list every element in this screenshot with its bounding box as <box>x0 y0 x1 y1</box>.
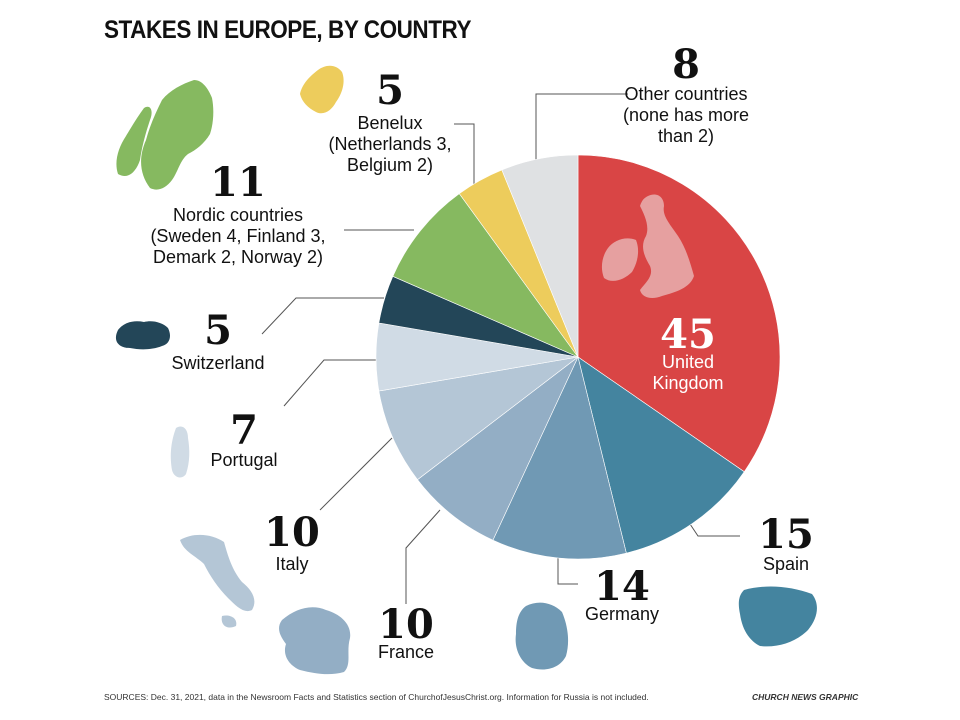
value-label-spain: 15 <box>758 511 814 558</box>
leader-line-germany <box>557 556 578 585</box>
category-label-nordic-line-3: Demark 2, Norway 2) <box>153 247 323 267</box>
value-label-france: 10 <box>378 601 434 648</box>
category-label-switzerland-line-1: Switzerland <box>171 353 264 373</box>
value-label-switzerland: 5 <box>204 307 232 354</box>
category-label-portugal-line-1: Portugal <box>210 450 277 470</box>
germany-map-icon <box>515 602 569 670</box>
pie-slice-spain <box>577 356 745 554</box>
value-label-uk: 45 <box>660 311 716 358</box>
source-note: SOURCES: Dec. 31, 2021, data in the News… <box>104 692 649 702</box>
category-label-nordic-line-2: (Sweden 4, Finland 3, <box>150 226 325 246</box>
category-label-italy-line-1: Italy <box>275 554 308 574</box>
category-label-germany-line-1: Germany <box>585 604 659 624</box>
value-label-portugal: 7 <box>230 407 258 454</box>
leader-line-france <box>405 509 441 604</box>
france-map-icon <box>279 607 351 675</box>
value-label-germany: 14 <box>594 563 650 610</box>
leader-line-switzerland <box>261 297 384 335</box>
pie-slice-italy <box>378 356 579 481</box>
leader-line-portugal <box>283 359 380 407</box>
category-label-other-line-3: than 2) <box>658 126 714 146</box>
category-label-france-line-1: France <box>378 642 434 662</box>
value-label-benelux: 5 <box>376 67 404 114</box>
pie-slice-france <box>417 356 579 541</box>
category-label-benelux-line-2: (Netherlands 3, <box>328 134 451 154</box>
category-label-other-line-2: (none has more <box>623 105 749 125</box>
category-label-uk-line-2: Kingdom <box>652 373 723 393</box>
leader-line-spain <box>689 523 740 537</box>
leader-line-other <box>535 93 628 160</box>
category-label-uk-line-1: United <box>662 352 714 372</box>
leader-line-italy <box>319 437 393 511</box>
category-label-nordic-line-1: Nordic countries <box>173 205 303 225</box>
portugal-map-icon <box>170 426 190 478</box>
pie-slice-other <box>501 154 579 358</box>
leader-line-benelux <box>454 123 475 188</box>
italy-map-icon <box>180 534 255 628</box>
chart-title: STAKES IN EUROPE, BY COUNTRY <box>104 16 472 44</box>
category-label-other-line-1: Other countries <box>624 84 747 104</box>
category-label-spain-line-1: Spain <box>763 554 809 574</box>
value-label-other: 8 <box>672 41 700 88</box>
switzerland-map-icon <box>115 321 170 350</box>
benelux-map-icon <box>300 65 344 114</box>
value-label-italy: 10 <box>264 509 320 556</box>
pie-slice-uk <box>577 154 781 473</box>
category-label-benelux-line-1: Benelux <box>357 113 422 133</box>
pie-slice-nordic <box>392 193 579 358</box>
uk-map-icon <box>601 194 694 298</box>
graphic-credit: CHURCH NEWS GRAPHIC <box>752 692 859 702</box>
pie-slice-germany <box>492 356 627 560</box>
nordic-map-icon <box>116 80 214 190</box>
category-label-benelux-line-3: Belgium 2) <box>347 155 433 175</box>
value-label-nordic: 11 <box>210 159 266 206</box>
spain-map-icon <box>738 586 817 647</box>
